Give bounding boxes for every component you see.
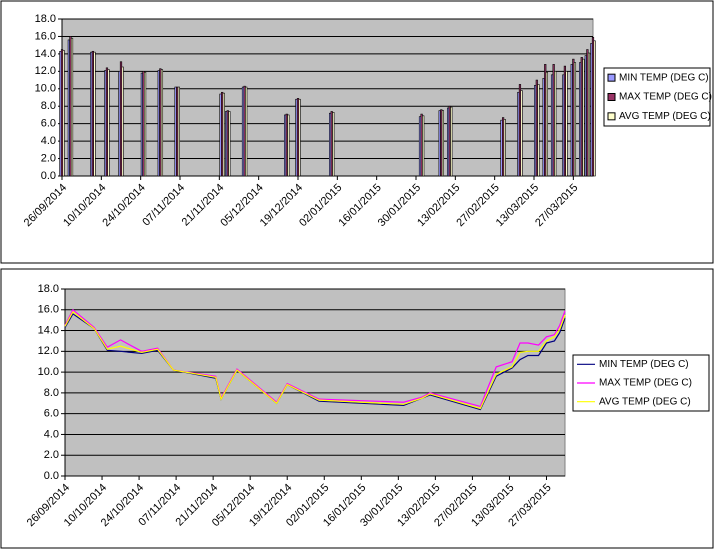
bar — [441, 110, 444, 177]
y-tick-label: 18.0 — [38, 283, 59, 295]
series-line — [64, 313, 566, 411]
legend-label: AVG TEMP (DEG C) — [599, 396, 691, 407]
bar — [70, 37, 74, 177]
bar — [93, 51, 96, 177]
y-tick-label: 18.0 — [35, 13, 56, 25]
bar — [520, 90, 523, 177]
bar — [62, 50, 65, 177]
y-tick-label: 4.0 — [41, 135, 56, 147]
bar — [332, 112, 335, 177]
y-tick-label: 8.0 — [41, 100, 56, 112]
legend-label: MAX TEMP (DEG C) — [599, 378, 692, 389]
series-line — [64, 308, 566, 408]
legend-swatch — [607, 93, 616, 101]
legend-label: MAX TEMP (DEG C) — [619, 92, 712, 103]
y-tick-label: 16.0 — [35, 30, 56, 42]
y-tick-label: 2.0 — [41, 152, 56, 164]
y-tick-label: 4.0 — [44, 428, 59, 440]
legend-label: MIN TEMP (DEG C) — [599, 359, 689, 370]
bar — [545, 71, 548, 177]
plot-area — [64, 288, 566, 477]
bar — [287, 114, 290, 177]
bar — [587, 52, 591, 177]
y-tick-label: 12.0 — [38, 345, 59, 357]
bar — [582, 58, 585, 177]
y-tick-label: 6.0 — [41, 118, 56, 130]
bar — [573, 62, 577, 177]
bar — [503, 119, 506, 177]
legend-swatch — [607, 112, 616, 121]
y-tick-label: 0.0 — [44, 470, 59, 482]
bar — [298, 98, 301, 177]
bar — [593, 40, 596, 177]
y-tick-label: 6.0 — [44, 408, 59, 420]
bar — [160, 69, 164, 177]
bar — [554, 71, 557, 177]
bar — [222, 92, 225, 177]
bar — [565, 71, 568, 177]
series-line — [64, 310, 566, 410]
bar — [143, 71, 147, 177]
y-tick-label: 12.0 — [35, 65, 56, 77]
legend-box — [572, 354, 710, 412]
y-tick-label: 10.0 — [38, 366, 59, 378]
legend-label: AVG TEMP (DEG C) — [619, 111, 711, 122]
bar — [450, 106, 453, 177]
bar — [245, 86, 248, 177]
bar — [228, 111, 231, 177]
y-tick-label: 10.0 — [35, 83, 56, 95]
y-tick-label: 8.0 — [44, 387, 59, 399]
y-tick-label: 14.0 — [38, 324, 59, 336]
legend-box — [603, 67, 711, 127]
y-tick-label: 2.0 — [44, 449, 59, 461]
y-tick-label: 16.0 — [38, 304, 59, 316]
bar — [107, 69, 110, 177]
y-tick-label: 0.0 — [41, 170, 56, 182]
bar — [177, 86, 180, 177]
bar — [121, 66, 124, 177]
legend-swatch — [607, 73, 616, 82]
legend-label: MIN TEMP (DEG C) — [619, 72, 709, 83]
y-tick-label: 14.0 — [35, 48, 56, 60]
bar — [537, 84, 540, 177]
bar — [422, 115, 425, 177]
